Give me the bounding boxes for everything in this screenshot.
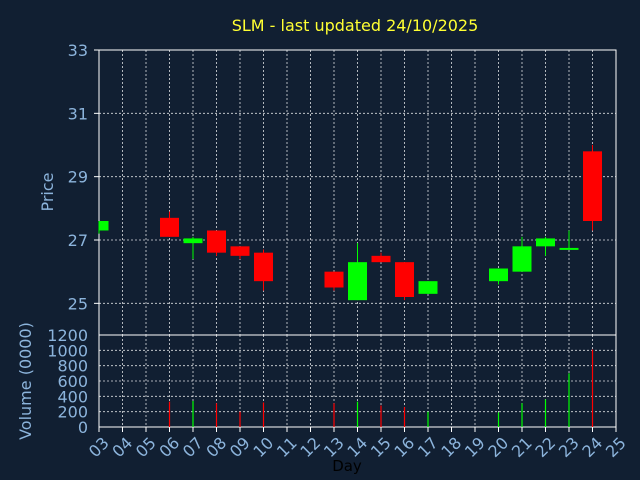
candle-body: [559, 247, 579, 250]
candle-body: [254, 252, 273, 282]
candle-body: [348, 262, 367, 301]
candle-body: [160, 217, 179, 237]
candle-body: [418, 281, 438, 294]
x-tick-label: 25: [602, 433, 630, 461]
price-tick-label: 33: [68, 41, 88, 60]
volume-tick-label: 1000: [47, 341, 88, 360]
x-axis-label: Day: [332, 457, 362, 475]
candle-body: [207, 230, 226, 253]
volume-tick-label: 1200: [47, 326, 88, 345]
price-axis-label: Price: [38, 172, 57, 211]
chart-title: SLM - last updated 24/10/2025: [232, 16, 479, 35]
candle-body: [489, 268, 508, 282]
candle-body: [371, 255, 391, 263]
candle-body: [99, 221, 109, 231]
candle-body: [536, 238, 555, 247]
candle-body: [395, 262, 414, 297]
volume-tick-label: 800: [57, 357, 88, 376]
price-tick-label: 27: [68, 231, 88, 250]
volume-tick-label: 200: [57, 403, 88, 422]
price-tick-label: 31: [68, 104, 88, 123]
candle-body: [183, 238, 203, 244]
price-tick-label: 29: [68, 168, 88, 187]
candle-body: [512, 246, 532, 272]
candle-body: [230, 246, 250, 256]
volume-tick-label: 400: [57, 387, 88, 406]
volume-tick-label: 0: [78, 418, 88, 437]
price-panel: 25 27 29 31 33: [68, 41, 617, 336]
candle-body: [583, 151, 602, 221]
candle-body: [324, 271, 344, 288]
volume-axis-label: Volume (0000): [16, 322, 35, 440]
volume-tick-label: 600: [57, 372, 88, 391]
price-tick-label: 25: [68, 294, 88, 313]
